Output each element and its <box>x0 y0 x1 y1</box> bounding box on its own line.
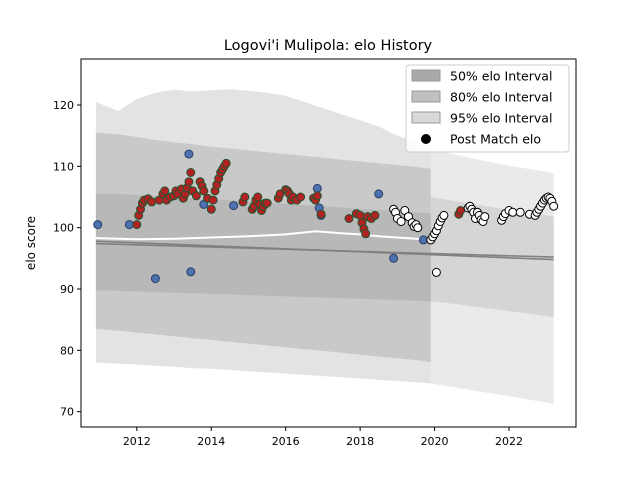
chart-title: Logovi'i Mulipola: elo History <box>224 38 433 54</box>
post-match-point-red <box>184 177 194 187</box>
mean-elo-line <box>95 230 435 241</box>
post-match-point-red <box>456 206 466 215</box>
plot-area <box>93 89 559 405</box>
post-match-point-blue <box>312 183 322 193</box>
post-match-point-blue <box>184 149 194 159</box>
post-match-point-red <box>206 204 216 214</box>
y-tick-label: 100 <box>53 222 74 235</box>
trend-line-1 <box>95 242 554 258</box>
post-match-point-red <box>191 191 201 201</box>
post-match-point-red <box>132 220 142 230</box>
x-tick-label: 2012 <box>123 435 151 448</box>
post-match-point-open <box>480 212 490 222</box>
post-match-point-red <box>253 192 263 202</box>
post-match-point-red <box>208 195 218 205</box>
post-match-point-open <box>508 207 518 217</box>
post-match-point-blue <box>150 274 160 284</box>
post-match-point-open <box>396 217 406 226</box>
post-match-point-red <box>355 210 365 220</box>
x-tick-label: 2020 <box>421 435 449 448</box>
post-match-point-red <box>344 214 354 223</box>
post-match-point-red <box>370 210 380 220</box>
x-tick-label: 2014 <box>197 435 225 448</box>
post-match-point-blue <box>124 220 134 230</box>
legend-box <box>405 64 570 153</box>
axes: 2012 2014 2016 2018 2020 2022 70 80 90 100 110 120 <box>53 99 523 448</box>
plot-frame <box>80 58 577 428</box>
post-match-point-blue <box>374 189 384 199</box>
y-tick-label: 70 <box>60 406 74 419</box>
post-match-point-open <box>439 210 449 220</box>
post-match-point-red <box>221 158 231 168</box>
legend-label: 50% elo Interval <box>450 69 552 84</box>
post-match-point-red <box>240 192 250 202</box>
legend-label: Post Match elo <box>450 132 541 147</box>
post-match-point-red <box>186 168 196 177</box>
legend-swatch <box>411 69 441 82</box>
y-tick-label: 120 <box>53 99 74 112</box>
post-match-point-red <box>147 197 157 207</box>
post-match-point-open <box>549 201 559 211</box>
post-match-point-open <box>515 207 525 217</box>
legend: 50% elo Interval 80% elo Interval 95% elo … <box>405 64 570 153</box>
post-match-point-blue <box>229 201 239 211</box>
post-match-point-red <box>361 229 371 239</box>
x-tick-label: 2018 <box>346 435 374 448</box>
post-match-point-red <box>262 198 272 208</box>
post-match-point-red <box>296 192 306 202</box>
post-match-point-red <box>316 209 326 219</box>
y-tick-label: 110 <box>53 160 74 173</box>
legend-label: 80% elo Interval <box>450 90 552 105</box>
legend-swatch <box>411 90 441 103</box>
post-match-point-blue <box>186 267 196 277</box>
x-tick-label: 2016 <box>272 435 300 448</box>
post-match-point-red <box>199 186 209 196</box>
post-match-point-red <box>160 186 170 196</box>
post-match-point-blue <box>389 253 399 263</box>
legend-marker <box>421 134 431 144</box>
post-match-point-red <box>312 191 322 201</box>
y-tick-label: 80 <box>60 344 74 357</box>
post-match-point-open <box>413 223 423 233</box>
post-match-point-blue <box>93 220 103 230</box>
post-match-point-open <box>431 267 441 277</box>
y-axis-label: elo score <box>24 216 38 270</box>
x-tick-label: 2022 <box>495 435 523 448</box>
post-match-point-blue <box>418 235 428 245</box>
legend-swatch <box>411 111 441 124</box>
y-tick-label: 90 <box>60 283 74 296</box>
legend-label: 95% elo Interval <box>450 111 552 126</box>
